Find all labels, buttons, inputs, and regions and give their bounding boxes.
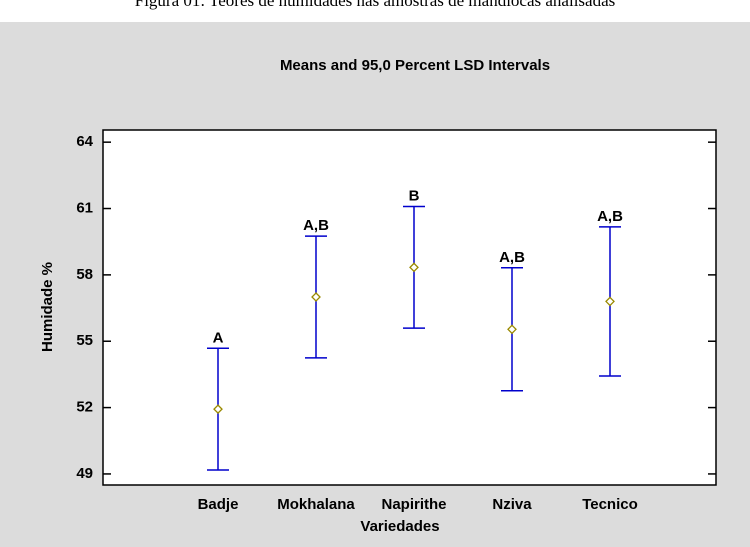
plot-area <box>102 129 717 486</box>
mean-marker <box>507 324 517 335</box>
chart-title: Means and 95,0 Percent LSD Intervals <box>280 57 550 74</box>
x-tick-label: Napirithe <box>381 496 446 513</box>
mean-marker <box>605 296 615 307</box>
mean-marker <box>213 404 223 415</box>
y-tick-label: 64 <box>76 133 93 150</box>
x-tick-label: Nziva <box>492 496 532 513</box>
group-label: A,B <box>499 249 525 266</box>
mean-marker <box>409 262 419 273</box>
group-label: A <box>213 329 224 346</box>
y-tick-label: 49 <box>76 465 93 482</box>
group-label: A,B <box>597 208 623 225</box>
group-label: A,B <box>303 217 329 234</box>
y-tick-label: 58 <box>76 266 93 283</box>
x-tick-label: Badje <box>198 496 239 513</box>
mean-marker <box>311 292 321 302</box>
x-tick-label: Mokhalana <box>277 496 355 513</box>
group-label: B <box>409 187 420 204</box>
x-axis-label: Variedades <box>360 518 439 535</box>
y-axis-label: Humidade % <box>39 262 56 352</box>
caption: Figura 01: Teores de humidades nas amost… <box>135 0 616 10</box>
y-tick-label: 61 <box>76 199 93 216</box>
x-tick-label: Tecnico <box>582 496 638 513</box>
y-tick-label: 52 <box>76 399 93 416</box>
y-tick-label: 55 <box>76 332 93 349</box>
